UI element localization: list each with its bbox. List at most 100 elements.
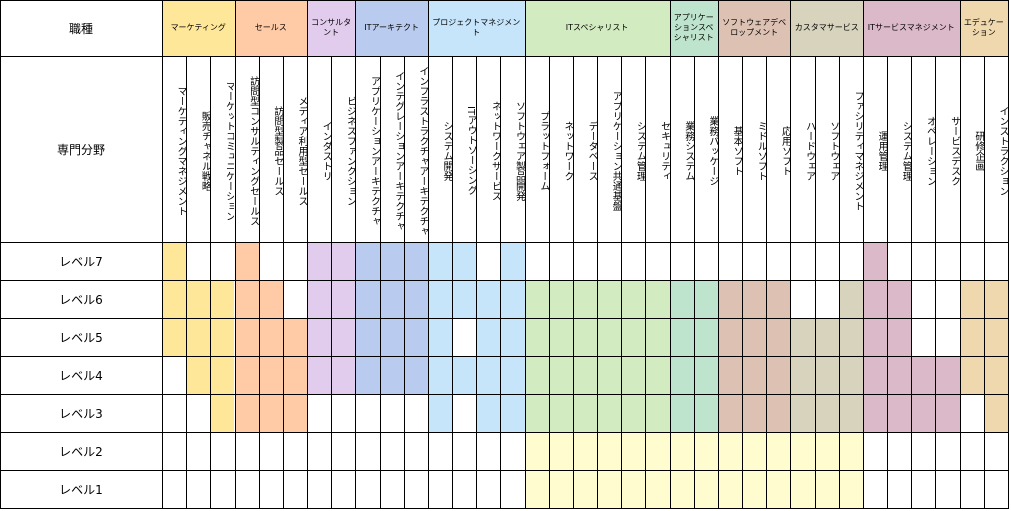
skill-level-cell bbox=[911, 356, 936, 394]
skill-level-cell bbox=[355, 318, 380, 356]
entry-level-cell bbox=[766, 432, 791, 470]
specialty-cell: ビジネスファンクション bbox=[344, 96, 356, 206]
entry-level-cell bbox=[717, 432, 743, 470]
job-header-cell: アプリケーションスペシャリスト bbox=[669, 0, 718, 56]
skill-level-cell bbox=[452, 242, 477, 280]
skill-level-cell bbox=[452, 280, 477, 318]
grid-line bbox=[694, 56, 695, 508]
skill-level-cell bbox=[717, 318, 743, 356]
specialty-cell: メディア利用型セールス bbox=[296, 96, 307, 206]
grid-line bbox=[887, 56, 888, 508]
specialty-cell: 基本ソフト bbox=[731, 126, 743, 176]
grid-line bbox=[355, 0, 356, 508]
skill-level-cell bbox=[838, 318, 863, 356]
specialty-cell: ハードウェア bbox=[803, 121, 815, 181]
skill-level-cell bbox=[331, 356, 356, 394]
skill-level-cell bbox=[500, 280, 525, 318]
skill-level-cell bbox=[597, 318, 622, 356]
entry-level-cell bbox=[814, 432, 839, 470]
grid-line bbox=[0, 508, 1009, 509]
skill-level-cell bbox=[500, 242, 525, 280]
skill-level-cell bbox=[862, 356, 888, 394]
job-header-cell: ソフトウェアデベロップメント bbox=[717, 0, 791, 56]
skill-level-cell bbox=[597, 394, 622, 432]
grid-line bbox=[984, 56, 985, 508]
skill-level-cell bbox=[500, 394, 525, 432]
entry-level-cell bbox=[717, 470, 743, 508]
skill-level-cell bbox=[790, 394, 815, 432]
grid-line bbox=[670, 0, 671, 508]
specialty-cell: アプリケーション共通基盤 bbox=[610, 91, 622, 211]
entry-level-cell bbox=[597, 470, 622, 508]
specialty-cell: インダストリ bbox=[320, 121, 332, 181]
skill-level-cell bbox=[693, 280, 718, 318]
entry-level-cell bbox=[766, 470, 791, 508]
skill-level-cell bbox=[862, 280, 888, 318]
job-header-cell: カスタマサービス bbox=[790, 0, 863, 56]
skill-level-cell bbox=[983, 394, 1008, 432]
skill-level-cell bbox=[234, 356, 259, 394]
entry-level-cell bbox=[645, 470, 670, 508]
skill-level-cell bbox=[524, 394, 549, 432]
skill-level-cell bbox=[258, 280, 283, 318]
skill-level-cell bbox=[379, 318, 404, 356]
grid-line bbox=[0, 318, 1008, 319]
grid-line bbox=[259, 56, 260, 508]
grid-line bbox=[0, 242, 1008, 243]
grid-line bbox=[960, 0, 961, 508]
grid-line bbox=[911, 56, 912, 508]
grid-line bbox=[0, 0, 1009, 1]
entry-level-cell bbox=[790, 470, 815, 508]
skill-level-cell bbox=[379, 280, 404, 318]
job-header-cell: ITアーキテクト bbox=[355, 0, 428, 56]
skill-level-cell bbox=[693, 318, 718, 356]
skill-level-cell bbox=[597, 356, 622, 394]
skill-level-cell bbox=[862, 318, 888, 356]
skill-level-cell bbox=[766, 394, 791, 432]
skill-level-cell bbox=[621, 394, 646, 432]
grid-line bbox=[307, 0, 308, 508]
skill-level-cell bbox=[282, 356, 307, 394]
skill-level-cell bbox=[838, 280, 863, 318]
grid-line bbox=[0, 356, 1008, 357]
skill-level-cell bbox=[427, 394, 453, 432]
skill-level-cell bbox=[887, 280, 912, 318]
skill-level-cell bbox=[186, 318, 211, 356]
skill-level-cell bbox=[282, 394, 307, 432]
entry-level-cell bbox=[524, 432, 549, 470]
skill-level-cell bbox=[355, 356, 380, 394]
specialty-cell: ファシリティマネジメント bbox=[851, 91, 863, 211]
skill-level-cell bbox=[983, 280, 1008, 318]
skill-level-cell bbox=[790, 356, 815, 394]
grid-line bbox=[162, 0, 163, 508]
skill-level-cell bbox=[814, 318, 839, 356]
entry-level-cell bbox=[621, 470, 646, 508]
specialty-cell: 応用ソフト bbox=[779, 126, 791, 176]
grid-line bbox=[1008, 0, 1009, 509]
grid-line bbox=[839, 56, 840, 508]
grid-line bbox=[0, 394, 1008, 395]
skill-level-cell bbox=[621, 356, 646, 394]
grid-line bbox=[815, 56, 816, 508]
level-label: レベル5 bbox=[59, 330, 103, 345]
specialty-cell: プラットフォーム bbox=[537, 111, 549, 191]
skill-level-cell bbox=[331, 242, 356, 280]
skill-level-cell bbox=[476, 394, 501, 432]
skill-level-cell bbox=[766, 356, 791, 394]
grid-line bbox=[428, 0, 429, 508]
skill-level-cell bbox=[621, 280, 646, 318]
skill-level-cell bbox=[331, 318, 356, 356]
skill-level-cell bbox=[524, 356, 549, 394]
skill-level-cell bbox=[669, 280, 694, 318]
skill-level-cell bbox=[379, 356, 404, 394]
skill-level-cell bbox=[403, 280, 428, 318]
grid-line bbox=[404, 56, 405, 508]
skill-level-cell bbox=[548, 318, 573, 356]
entry-level-cell bbox=[814, 470, 839, 508]
skill-level-cell bbox=[307, 242, 332, 280]
skill-level-cell bbox=[693, 394, 718, 432]
specialty-cell: 研修企画 bbox=[972, 131, 984, 171]
skill-level-cell bbox=[234, 318, 259, 356]
grid-line bbox=[718, 0, 719, 508]
skill-level-cell bbox=[282, 318, 307, 356]
